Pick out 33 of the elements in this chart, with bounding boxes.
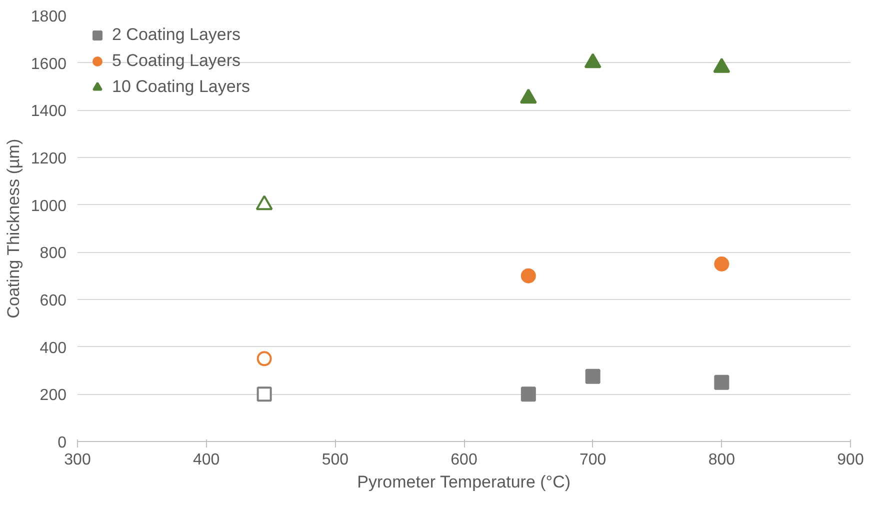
legend-label: 10 Coating Layers [112,77,250,97]
point [520,268,536,284]
y-tick-label: 0 [58,434,67,452]
point [256,386,272,402]
x-tick-label: 900 [837,452,864,468]
x-tick-label: 700 [579,452,606,468]
point [714,374,730,390]
y-tick-label: 1200 [30,150,67,168]
y-tick-label: 600 [40,292,67,310]
x-tick-label: 600 [450,452,478,468]
x-tick-label: 800 [708,452,736,468]
legend-label: 5 Coating Layers [112,51,241,71]
y-tick-label: 1600 [30,56,67,73]
y-tick-label: 1400 [30,103,67,120]
point [256,195,273,210]
y-tick-label: 1800 [30,8,67,26]
point [714,256,730,272]
y-tick-label: 200 [40,387,67,404]
y-axis-title: Coating Thickness (µm) [4,138,23,318]
x-axis-title: Pyrometer Temperature (°C) [357,472,571,492]
point [520,88,537,104]
point [520,386,536,402]
y-tick-label: 400 [40,340,67,357]
x-tick-label: 500 [322,452,349,468]
point [584,53,602,68]
y-tick-label: 1000 [30,198,67,215]
legend-label: 2 Coating Layers [112,25,241,45]
point [256,351,272,366]
x-tick-label: 400 [192,452,220,468]
x-tick-label: 300 [64,452,91,468]
point [713,58,730,73]
point [585,368,600,384]
y-tick-label: 800 [40,245,67,262]
